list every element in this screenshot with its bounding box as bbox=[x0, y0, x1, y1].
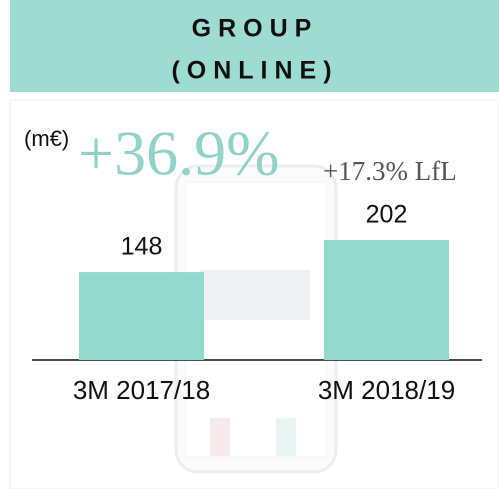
category-label: 3M 2018/19 bbox=[318, 375, 455, 405]
phone-screen bbox=[185, 181, 327, 458]
value-label: 202 bbox=[366, 201, 408, 229]
title-line: (ONLINE) bbox=[171, 57, 338, 85]
category-label: 3M 2017/18 bbox=[73, 375, 210, 405]
phone-product bbox=[210, 418, 230, 456]
lfl-annotation: +17.3% LfL bbox=[323, 156, 457, 186]
bar bbox=[79, 272, 204, 360]
value-label: 148 bbox=[121, 233, 163, 261]
unit-label: (m€) bbox=[24, 126, 69, 151]
bar bbox=[324, 240, 449, 360]
header-band bbox=[10, 0, 499, 92]
title-line: GROUP bbox=[192, 15, 319, 43]
growth-annotation: +36.9% bbox=[78, 118, 279, 189]
phone-image bbox=[174, 164, 338, 474]
phone-product bbox=[276, 418, 296, 456]
phone-banner bbox=[200, 270, 310, 320]
